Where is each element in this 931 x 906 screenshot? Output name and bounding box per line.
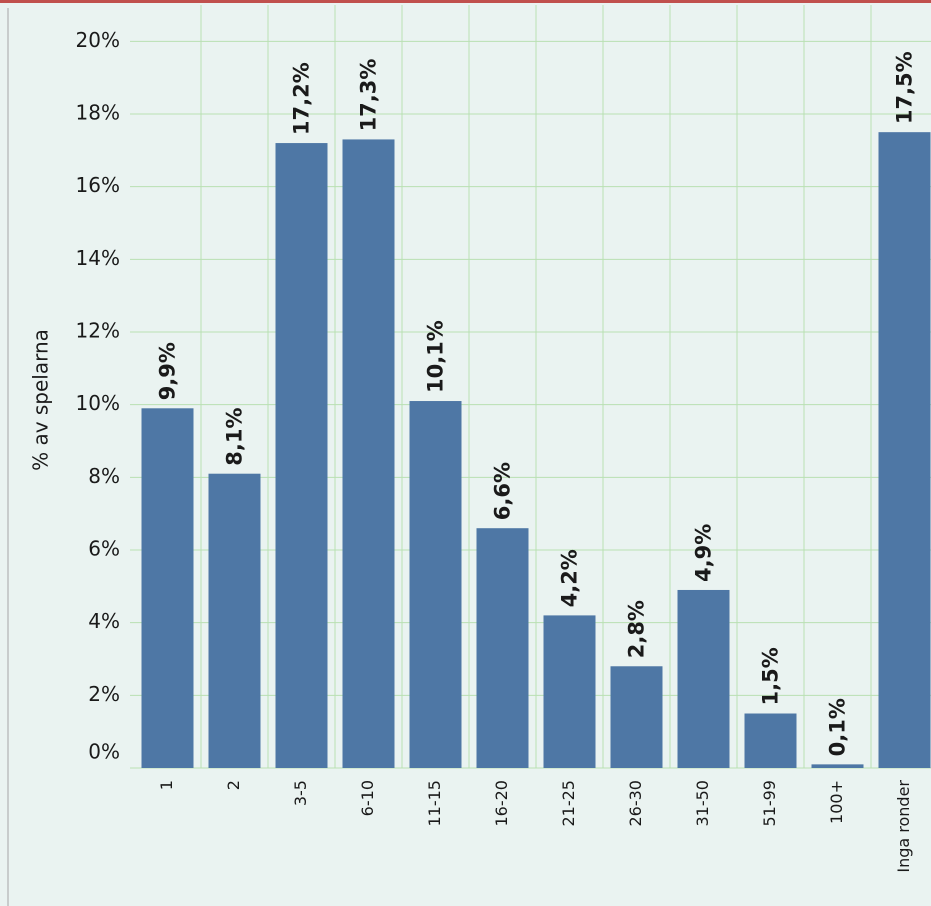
x-tick-label: 100+	[827, 780, 846, 824]
y-tick-label: 8%	[88, 464, 120, 488]
data-label: 6,6%	[491, 462, 515, 520]
x-tick-label: 31-50	[693, 780, 712, 827]
data-label: 4,2%	[558, 549, 582, 607]
data-label: 1,5%	[759, 647, 783, 705]
x-tick-label: 6-10	[358, 780, 377, 816]
x-tick-label: 51-99	[760, 780, 779, 827]
y-axis-label: % av spelarna	[29, 329, 53, 471]
bar	[677, 589, 730, 768]
bar	[275, 143, 328, 769]
y-tick-label: 10%	[76, 391, 120, 415]
y-tick-label: 12%	[76, 319, 120, 343]
y-tick-label: 18%	[76, 101, 120, 125]
data-label: 8,1%	[223, 407, 247, 465]
y-tick-label: 16%	[76, 173, 120, 197]
y-tick-label: 0%	[88, 740, 120, 764]
data-label: 17,5%	[893, 51, 917, 124]
bar	[811, 764, 864, 768]
bar	[208, 473, 261, 768]
data-label: 10,1%	[424, 320, 448, 393]
top-border	[0, 0, 931, 3]
x-tick-label: 2	[224, 780, 243, 790]
data-label: 4,9%	[692, 524, 716, 582]
y-tick-label: 4%	[88, 609, 120, 633]
x-tick-label: 1	[157, 780, 176, 790]
y-tick-label: 20%	[76, 28, 120, 52]
data-label: 17,2%	[290, 62, 314, 135]
x-tick-label: 3-5	[291, 780, 310, 806]
x-tick-label: Inga ronder	[894, 780, 913, 873]
bar	[610, 666, 663, 768]
x-tick-label: 16-20	[492, 780, 511, 827]
bar	[543, 615, 596, 768]
data-label: 9,9%	[156, 342, 180, 400]
x-tick-label: 11-15	[425, 780, 444, 827]
data-label: 2,8%	[625, 600, 649, 658]
data-label: 0,1%	[826, 698, 850, 756]
data-label: 17,3%	[357, 59, 381, 132]
y-tick-label: 14%	[76, 246, 120, 270]
bar	[476, 528, 529, 768]
bar	[141, 408, 194, 768]
y-tick-label: 6%	[88, 537, 120, 561]
bar	[409, 401, 462, 768]
x-tick-label: 26-30	[626, 780, 645, 827]
bar	[878, 132, 931, 768]
bar	[744, 713, 797, 768]
y-tick-label: 2%	[88, 682, 120, 706]
bar	[342, 139, 395, 768]
x-tick-label: 21-25	[559, 780, 578, 827]
